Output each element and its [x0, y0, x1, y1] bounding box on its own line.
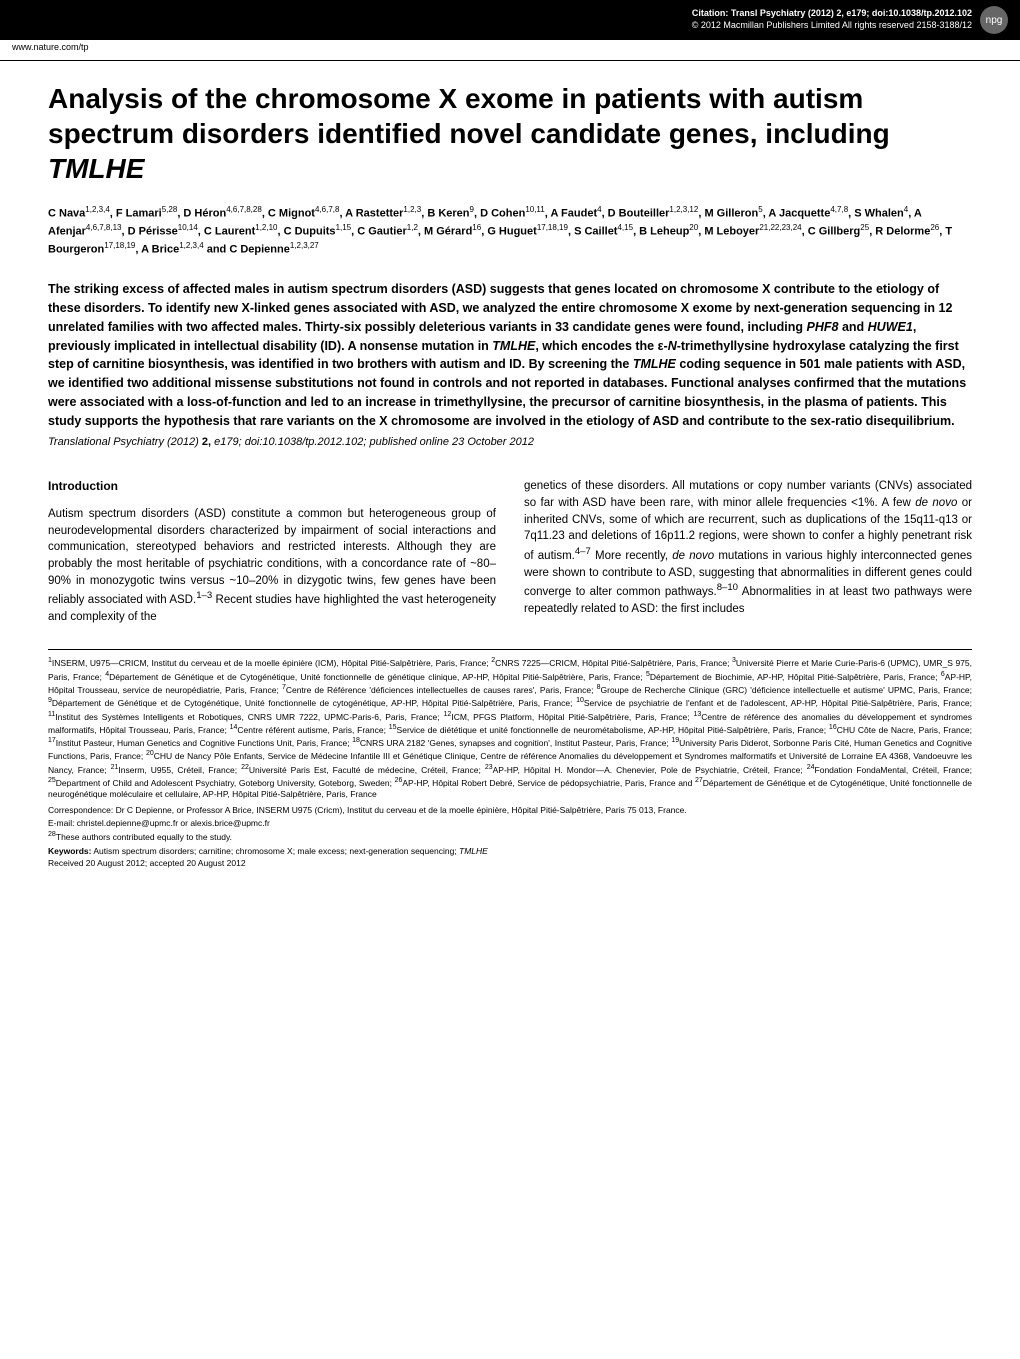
body-columns: Introduction Autism spectrum disorders (…: [48, 478, 972, 625]
abstract-text: The striking excess of affected males in…: [48, 280, 972, 430]
left-column: Introduction Autism spectrum disorders (…: [48, 478, 496, 625]
citation-line1: Citation: Transl Psychiatry (2012) 2, e1…: [12, 8, 972, 20]
journal-url: www.nature.com/tp: [0, 40, 1020, 61]
affiliations-block: 1INSERM, U975—CRICM, Institut du cerveau…: [48, 649, 972, 800]
citation-line2: © 2012 Macmillan Publishers Limited All …: [12, 20, 972, 32]
correspondence-email: E-mail: christel.depienne@upmc.fr or ale…: [48, 818, 972, 828]
keywords-line: Keywords: Autism spectrum disorders; car…: [48, 846, 972, 856]
intro-left-text: Autism spectrum disorders (ASD) constitu…: [48, 506, 496, 626]
title-gene: TMLHE: [48, 153, 144, 184]
article-title: Analysis of the chromosome X exome in pa…: [48, 81, 972, 186]
title-text: Analysis of the chromosome X exome in pa…: [48, 83, 890, 149]
intro-heading: Introduction: [48, 478, 496, 495]
received-dates: Received 20 August 2012; accepted 20 Aug…: [48, 858, 972, 868]
page-content: Analysis of the chromosome X exome in pa…: [0, 61, 1020, 888]
publication-line: Translational Psychiatry (2012) 2, e179;…: [48, 436, 972, 448]
correspondence: Correspondence: Dr C Depienne, or Profes…: [48, 805, 972, 816]
npg-badge-icon: npg: [980, 6, 1008, 34]
header-bar: Citation: Transl Psychiatry (2012) 2, e1…: [0, 0, 1020, 40]
equal-contrib-note: 28These authors contributed equally to t…: [48, 830, 972, 842]
header-citation: Citation: Transl Psychiatry (2012) 2, e1…: [12, 8, 972, 31]
intro-right-text: genetics of these disorders. All mutatio…: [524, 478, 972, 617]
author-list: C Nava1,2,3,4, F Lamari5,28, D Héron4,6,…: [48, 204, 972, 258]
right-column: genetics of these disorders. All mutatio…: [524, 478, 972, 625]
